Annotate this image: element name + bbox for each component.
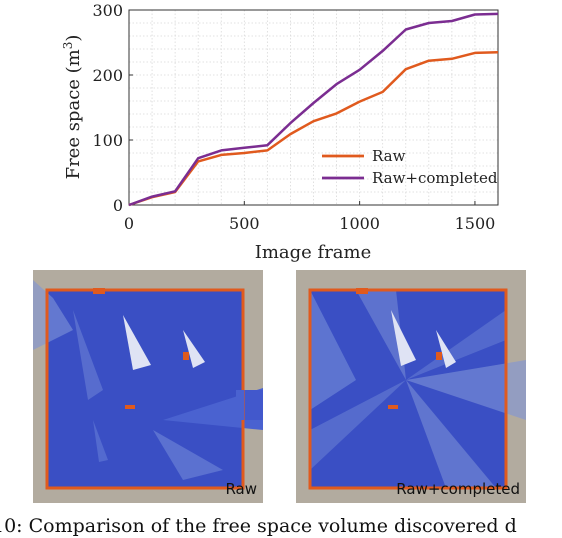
x-axis-label: Image frame: [255, 242, 372, 263]
figure-caption: 10: Comparison of the free space volume …: [0, 515, 517, 537]
series-line-raw: [128, 51, 499, 207]
raw-map-label: Raw: [225, 480, 257, 498]
y-axis-label: Free space (m3): [61, 35, 84, 180]
chart-series: [128, 12, 499, 207]
series-line-raw-completed: [128, 12, 499, 207]
y-tick-label: 300: [92, 1, 123, 20]
x-tick-label: 1500: [455, 214, 496, 233]
legend-label: Raw+completed: [372, 169, 498, 187]
y-tick-label: 100: [92, 131, 123, 150]
raw-completed-map-image: [308, 288, 526, 490]
raw-occupancy-map: Raw: [33, 270, 263, 503]
y-tick-label: 0: [113, 196, 123, 215]
x-tick-label: 500: [229, 214, 260, 233]
raw-completed-occupancy-map: Raw+completed: [296, 270, 526, 503]
chart-legend: Raw Raw+completed: [322, 147, 498, 187]
x-tick-label: 1000: [339, 214, 380, 233]
chart-axes: [128, 9, 499, 206]
plot-frame: [128, 9, 499, 206]
raw-map-image: [33, 280, 263, 490]
raw-completed-map-label: Raw+completed: [396, 480, 520, 498]
y-tick-label: 200: [92, 66, 123, 85]
x-tick-label: 0: [124, 214, 134, 233]
chart-ticks: 0 500 1000 1500 0 100 200 300: [92, 1, 495, 233]
legend-label: Raw: [372, 147, 406, 165]
